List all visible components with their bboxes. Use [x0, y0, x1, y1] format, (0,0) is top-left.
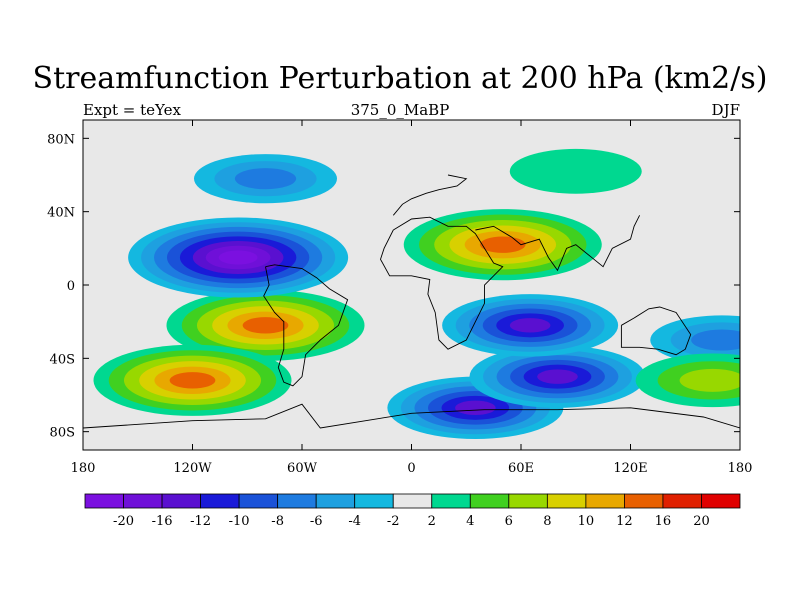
colorbar-swatch — [662, 493, 702, 509]
contour-feature-9 — [635, 353, 740, 408]
contour-field — [83, 120, 740, 450]
x-tick-label: 180 — [728, 461, 753, 476]
colorbar-swatch — [354, 493, 394, 509]
x-tick-label: 60W — [287, 461, 318, 476]
x-tick-label: 120W — [173, 461, 212, 476]
season-label: DJF — [711, 101, 740, 119]
colorbar-label: 4 — [466, 514, 474, 529]
colorbar-swatch — [508, 493, 548, 509]
colorbar-swatch — [315, 493, 356, 509]
colorbar-swatch — [161, 493, 201, 509]
colorbar: -20 -16 -12 -10 -8 -6 -4 -2 2 4 6 8 10 12 16 20 — [84, 493, 741, 529]
contour-feature-10 — [509, 148, 642, 194]
contour-band — [691, 329, 740, 351]
coastline-segment — [83, 403, 740, 429]
colorbar-label: -20 — [113, 514, 134, 529]
colorbar-swatch — [200, 493, 240, 509]
colorbar-label: -4 — [348, 514, 361, 529]
colorbar-label: 6 — [505, 514, 513, 529]
colorbar-label: -6 — [310, 514, 323, 529]
colorbar-label: 8 — [543, 514, 551, 529]
contour-feature-7 — [194, 154, 337, 204]
contour-feature-2 — [93, 344, 292, 416]
contour-band — [509, 148, 642, 194]
contour-feature-3 — [128, 217, 349, 298]
colorbar-swatch — [585, 493, 625, 509]
y-tick-label: 40S — [50, 352, 75, 367]
contour-band — [234, 168, 297, 190]
experiment-label: Expt = teYex — [83, 101, 181, 119]
colorbar-swatch — [238, 493, 279, 509]
colorbar-swatch — [546, 493, 587, 509]
colorbar-label: -8 — [271, 514, 284, 529]
contour-band — [455, 400, 496, 416]
colorbar-label: 2 — [428, 514, 436, 529]
contour-band — [242, 317, 289, 334]
x-tick-label: 0 — [407, 461, 415, 476]
coastline-segment — [380, 216, 504, 350]
contour-feature-5 — [469, 345, 646, 408]
coastline-segment — [475, 215, 641, 272]
colorbar-label: 20 — [693, 514, 710, 529]
x-tick-label: 60E — [508, 461, 534, 476]
axes: 180 120W 60W 0 60E 120E 180 80N 40N 0 40S 80S — [47, 120, 752, 476]
colorbar-swatch — [392, 493, 433, 509]
x-tick-label: 120E — [613, 461, 647, 476]
contour-band — [509, 318, 551, 333]
coastlines — [83, 174, 740, 429]
contour-feature-1 — [166, 289, 365, 361]
colorbar-swatch — [431, 493, 471, 509]
period-label: 375_0_MaBP — [350, 101, 450, 119]
contour-feature-0 — [403, 209, 602, 281]
colorbar-label: 12 — [616, 514, 633, 529]
colorbar-swatch — [701, 493, 741, 509]
colorbar-label: -16 — [152, 514, 173, 529]
colorbar-swatch — [123, 493, 163, 509]
colorbar-label: -12 — [190, 514, 211, 529]
y-tick-label: 80S — [50, 426, 75, 441]
colorbar-label: 10 — [578, 514, 595, 529]
y-tick-label: 80N — [47, 132, 75, 147]
contour-band — [218, 250, 258, 265]
contour-feature-6 — [442, 294, 619, 357]
contour-band — [479, 236, 526, 253]
colorbar-label: 16 — [655, 514, 672, 529]
colorbar-swatch — [84, 493, 124, 509]
colorbar-swatch — [624, 493, 664, 509]
colorbar-label: -2 — [387, 514, 400, 529]
contour-band — [169, 372, 216, 389]
y-tick-label: 0 — [67, 279, 75, 294]
coastline-segment — [392, 174, 468, 216]
y-tick-label: 40N — [47, 206, 75, 221]
contour-band — [679, 368, 740, 392]
colorbar-swatch — [469, 493, 510, 509]
coastline-segment — [620, 306, 692, 356]
colorbar-label: -10 — [229, 514, 250, 529]
chart-title: Streamfunction Perturbation at 200 hPa (… — [32, 61, 768, 96]
contour-band — [537, 369, 578, 384]
coastline-segment — [263, 264, 349, 387]
x-tick-label: 180 — [71, 461, 96, 476]
colorbar-swatch — [277, 493, 317, 509]
